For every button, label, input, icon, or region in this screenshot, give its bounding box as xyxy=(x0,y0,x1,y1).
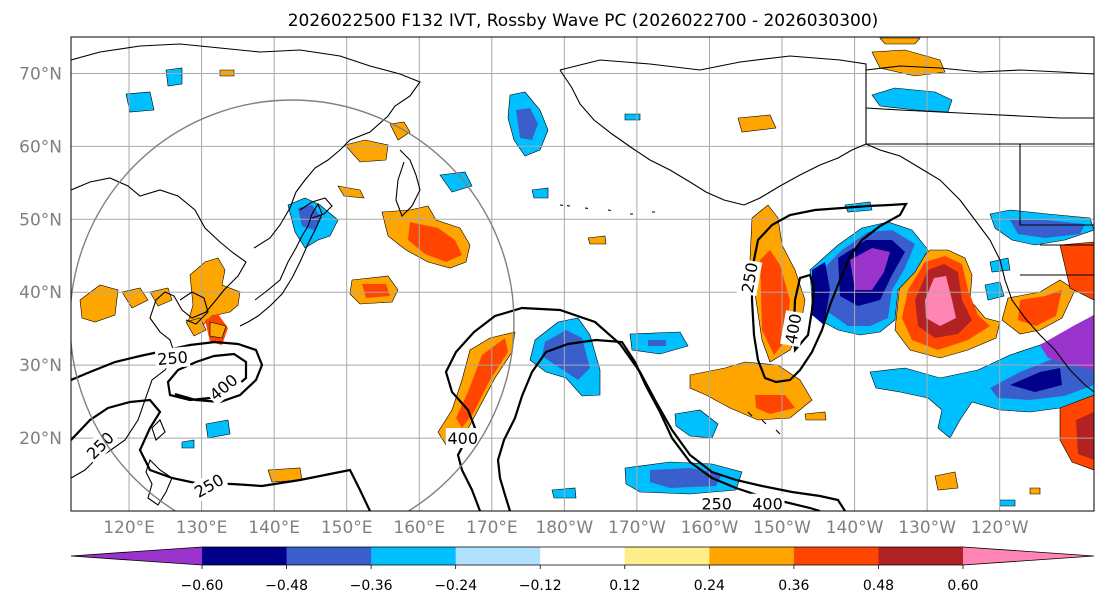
longitude-label: 130°W xyxy=(898,518,956,538)
latitude-label: 70°N xyxy=(19,64,62,84)
contour-label-background xyxy=(750,493,785,511)
colorbar-extend-high xyxy=(963,547,1094,565)
colorbar-tick-label: −0.60 xyxy=(181,578,224,594)
contour-label-background xyxy=(154,346,191,370)
longitude-label: 170°W xyxy=(608,518,666,538)
longitude-label: 170°E xyxy=(466,518,518,538)
contour-label-background xyxy=(736,259,763,297)
map-title: 2026022500 F132 IVT, Rossby Wave PC (202… xyxy=(288,11,879,31)
longitude-label: 180°W xyxy=(535,518,593,538)
colorbar-segment xyxy=(624,547,710,565)
colorbar-segment xyxy=(202,547,288,565)
contour-label-background xyxy=(699,493,734,511)
colorbar-tick-label: 0.12 xyxy=(609,578,640,594)
coastlines xyxy=(71,43,1094,506)
colorbar-tick-label: 0.60 xyxy=(947,578,978,594)
colorbar-segment xyxy=(286,547,372,565)
contour-label-background xyxy=(80,426,120,465)
colorbar-tick-label: −0.36 xyxy=(350,578,393,594)
colorbar-tick-label: 0.24 xyxy=(694,578,725,594)
colorbar-segment xyxy=(455,547,541,565)
contour-label: 400 xyxy=(448,429,479,448)
colorbar-tick-label: 0.48 xyxy=(863,578,894,594)
colorbar-tick-label: −0.12 xyxy=(519,578,562,594)
contour-label: 250 xyxy=(157,348,189,370)
rossby-wave-region-circle xyxy=(71,99,515,511)
contour-label: 400 xyxy=(752,495,783,514)
latitude-label: 50°N xyxy=(19,210,62,230)
longitude-label: 150°E xyxy=(321,518,373,538)
latitude-labels: 70°N 60°N 50°N 40°N 30°N 20°N xyxy=(19,64,62,449)
latitude-label: 40°N xyxy=(19,283,62,303)
colorbar-segment xyxy=(709,547,795,565)
colorbar-segment xyxy=(793,547,879,565)
longitude-label: 120°W xyxy=(971,518,1029,538)
colorbar-tick-label: −0.48 xyxy=(265,578,308,594)
longitude-labels: 120°E 130°E 140°E 150°E 160°E 170°E 180°W 170°W… xyxy=(103,518,1029,538)
contour-label-background xyxy=(780,310,806,348)
longitude-label: 140°W xyxy=(826,518,884,538)
longitude-label: 140°E xyxy=(248,518,300,538)
contour-label-background xyxy=(445,428,480,449)
colorbar xyxy=(70,546,1095,566)
latitude-label: 20°N xyxy=(19,429,62,449)
colorbar-extend-low xyxy=(71,547,202,565)
longitude-label: 150°W xyxy=(753,518,811,538)
map-frame xyxy=(70,36,1095,512)
contour-label-background xyxy=(203,368,243,406)
latitude-label: 60°N xyxy=(19,137,62,157)
colorbar-tick-labels: −0.60 −0.48 −0.36 −0.24 −0.12 0.12 0.24 0.36 0.4… xyxy=(181,565,979,594)
colorbar-segment xyxy=(540,547,626,565)
contour-label-background xyxy=(189,468,229,503)
colorbar-tick-label: 0.36 xyxy=(778,578,809,594)
longitude-label: 160°W xyxy=(681,518,739,538)
longitude-label: 120°E xyxy=(103,518,155,538)
longitude-label: 130°E xyxy=(176,518,228,538)
contour-label: 250 xyxy=(701,495,732,514)
map-gridlines xyxy=(71,37,1094,511)
longitude-label: 160°E xyxy=(393,518,445,538)
colorbar-segment xyxy=(878,547,964,565)
colorbar-tick-label: −0.24 xyxy=(434,578,477,594)
latitude-label: 30°N xyxy=(19,356,62,376)
colorbar-segment xyxy=(371,547,457,565)
